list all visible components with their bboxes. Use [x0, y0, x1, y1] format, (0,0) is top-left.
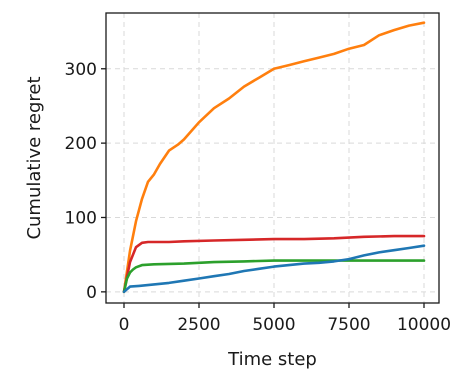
x-axis-label: Time step	[227, 349, 317, 370]
axis-ticks: 0 2500 5000 7500 10000 0 100 200 300	[65, 60, 452, 335]
series-line-4	[122, 244, 426, 294]
y-tick-label: 200	[65, 134, 97, 154]
y-tick-label: 100	[65, 208, 97, 228]
y-tick-label: 300	[65, 60, 97, 80]
series-line-1	[122, 21, 426, 294]
y-axis-label: Cumulative regret	[24, 76, 45, 239]
grid	[106, 13, 439, 303]
y-tick-label: 0	[86, 283, 97, 303]
series-lines	[122, 21, 426, 294]
x-tick-label: 2500	[177, 315, 220, 335]
plot-frame	[105, 12, 440, 304]
x-tick-label: 5000	[252, 315, 295, 335]
x-tick-label: 7500	[327, 315, 370, 335]
x-tick-label: 0	[119, 315, 130, 335]
series-line-2	[122, 234, 426, 294]
x-tick-label: 10000	[397, 315, 451, 335]
series-line-3	[122, 259, 426, 294]
